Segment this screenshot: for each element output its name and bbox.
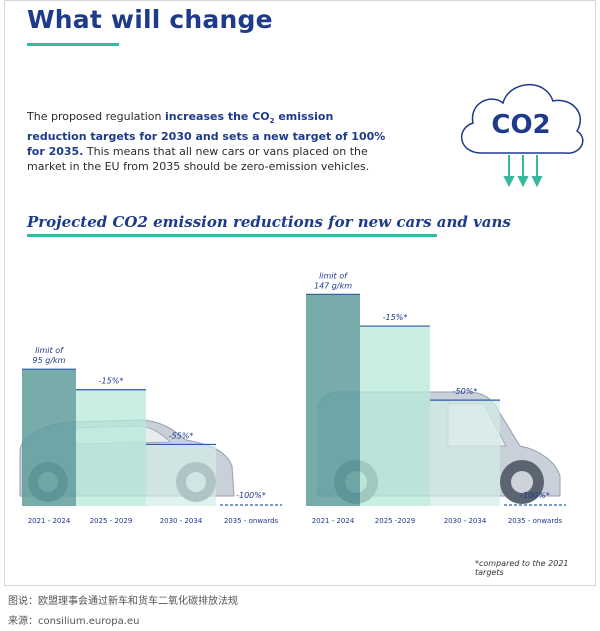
- vans-value-label-4: -100%*: [520, 491, 550, 500]
- intro-text-2: This means that all new cars or vans pla…: [27, 145, 370, 174]
- cars-value-label-4: -100%*: [236, 491, 266, 500]
- vans-bar-2: [360, 326, 430, 506]
- intro-sub: 2: [269, 117, 275, 126]
- cars-value-label-2: -15%*: [99, 377, 124, 386]
- vans-category-label-2: 2025 -2029: [375, 517, 415, 525]
- cars-bar-2: [76, 389, 146, 506]
- intro-bold-1: increases the CO: [165, 110, 270, 123]
- vans-value-label-2: -15%*: [383, 313, 408, 322]
- co2-cloud-icon: CO2: [451, 67, 591, 195]
- cars-category-label-3: 2030 - 2034: [160, 517, 203, 525]
- chart-title: Projected CO2 emission reductions for ne…: [27, 213, 511, 231]
- intro-bold-2: emission reduction targets for 2030 and …: [27, 110, 386, 159]
- title-underline: [27, 43, 119, 46]
- vans-category-label-1: 2021 - 2024: [312, 517, 355, 525]
- cars-bar-1: [22, 369, 76, 506]
- intro-text-1: The proposed regulation: [27, 110, 166, 123]
- cars-category-label-2: 2025 - 2029: [90, 517, 133, 525]
- cars-value-label-1: limit of 95 g/km: [33, 346, 66, 365]
- vans-category-label-3: 2030 - 2034: [444, 517, 487, 525]
- image-caption: 图说：欧盟理事会通过新车和货车二氧化碳排放法规: [8, 596, 238, 607]
- chart-title-underline: [27, 234, 437, 237]
- cars-bar-3: [146, 444, 216, 506]
- cars-category-label-1: 2021 - 2024: [28, 517, 71, 525]
- footnote: *compared to the 2021 targets: [475, 559, 569, 577]
- vans-bar-3: [430, 400, 500, 506]
- co2-label: CO2: [491, 110, 550, 140]
- emission-chart: limit of 95 g/km 2021 - 2024 -15%* 2025 - 20…: [19, 271, 566, 525]
- page-title: What will change: [27, 5, 273, 34]
- intro-paragraph: The proposed regulation increases the CO…: [27, 109, 387, 174]
- image-source: 来源：consilium.europa.eu: [8, 616, 140, 627]
- cars-value-label-3: -55%*: [169, 431, 194, 440]
- cars-category-label-4: 2035 - onwards: [224, 517, 279, 525]
- vans-category-label-4: 2035 - onwards: [508, 517, 563, 525]
- vans-value-label-1: limit of 147 g/km: [314, 271, 352, 290]
- vans-bar-1: [306, 294, 360, 506]
- vans-value-label-3: -50%*: [453, 387, 478, 396]
